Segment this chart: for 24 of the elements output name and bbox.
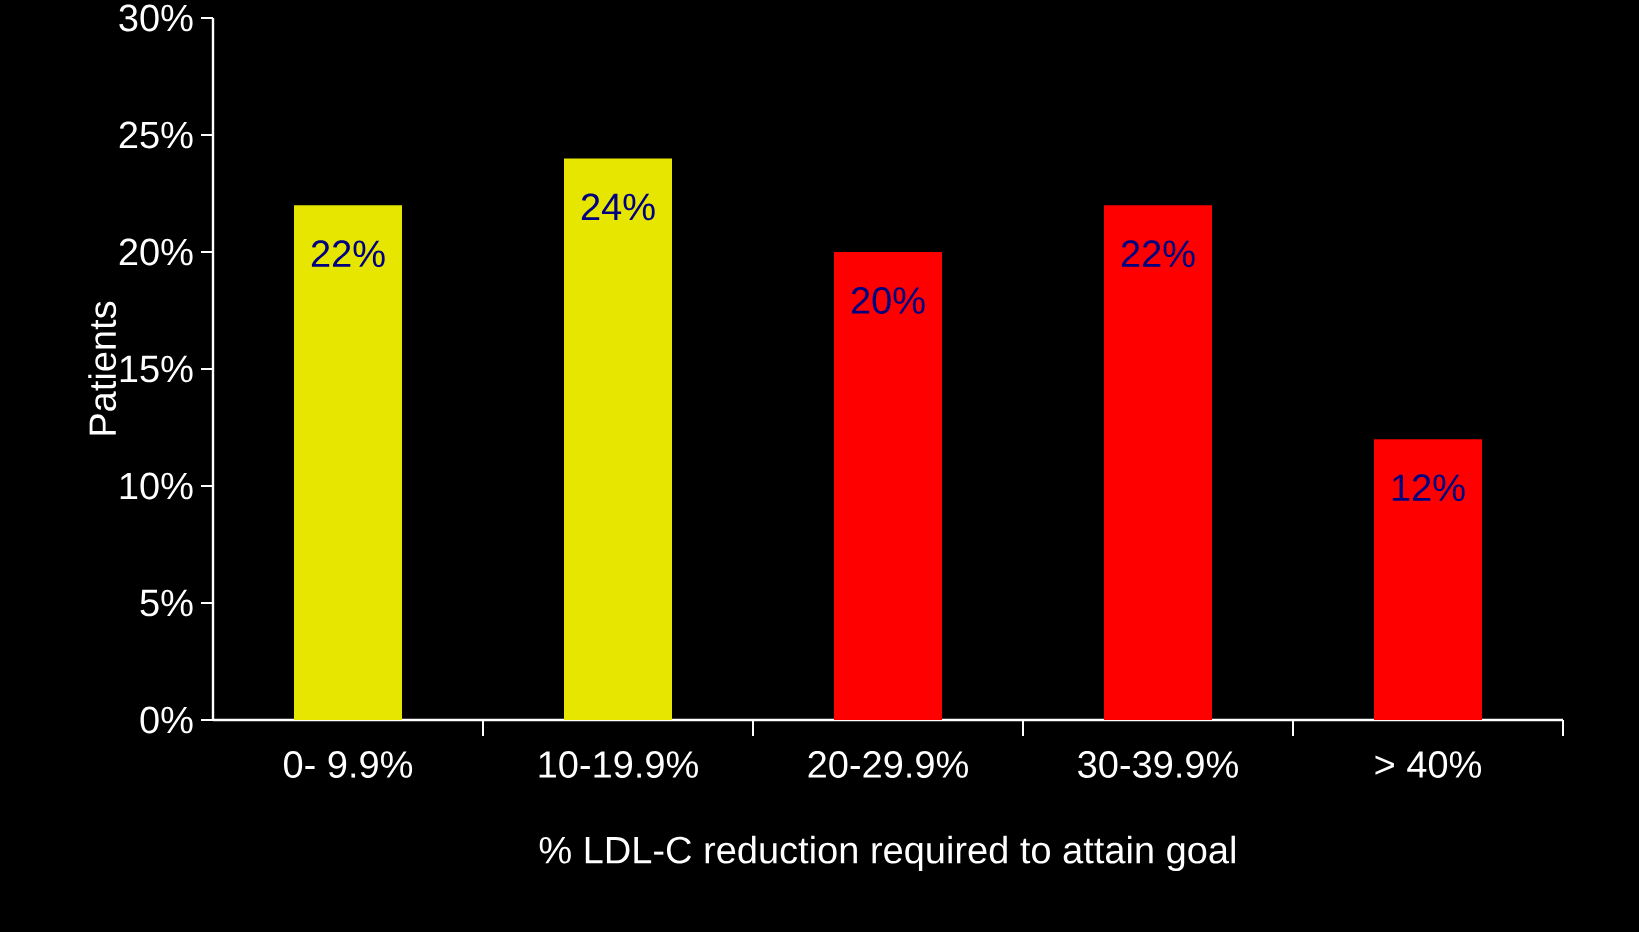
y-tick-label: 25%	[119, 121, 193, 149]
bar	[1104, 205, 1212, 720]
data-label: 20%	[851, 287, 925, 314]
bar	[1374, 439, 1482, 720]
data-label: 22%	[1121, 240, 1195, 268]
x-tick-label: 20-29.9%	[808, 751, 968, 778]
y-tick-label: 30%	[119, 4, 193, 32]
data-label: 12%	[1392, 474, 1465, 502]
y-tick-label: 20%	[119, 238, 193, 266]
x-tick-label: 0- 9.9%	[283, 751, 413, 778]
data-label: 24%	[581, 193, 655, 221]
y-axis-title: Patients	[88, 301, 117, 435]
x-axis-title: % LDL-C reduction required to attain goal	[539, 835, 1235, 872]
x-tick-label: > 40%	[1375, 751, 1482, 778]
bar	[294, 205, 402, 720]
y-tick-label: 10%	[120, 472, 193, 500]
data-label: 22%	[311, 240, 385, 268]
y-tick-label: 5%	[140, 589, 193, 617]
y-tick-label: 15%	[120, 355, 193, 383]
bar	[564, 158, 672, 720]
bar	[834, 252, 942, 720]
x-tick-label: 30-39.9%	[1078, 751, 1238, 778]
y-tick-label: 0%	[140, 706, 193, 734]
x-tick-label: 10-19.9%	[539, 751, 698, 778]
